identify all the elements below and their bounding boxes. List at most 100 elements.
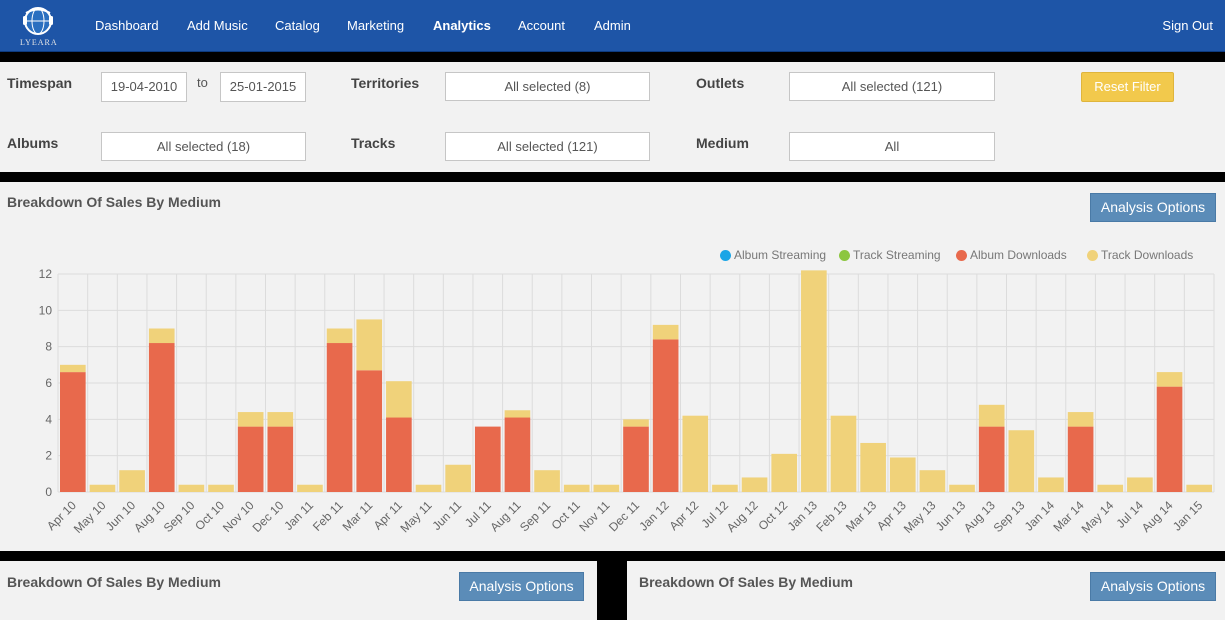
nav-marketing[interactable]: Marketing <box>347 18 405 33</box>
bar-segment <box>801 270 827 492</box>
sales-medium-panel-bottom-right: Breakdown Of Sales By Medium Analysis Op… <box>627 561 1225 620</box>
reset-filter-button[interactable]: Reset Filter <box>1081 72 1174 102</box>
y-tick-label: 0 <box>45 485 52 499</box>
x-tick-label: Sep 10 <box>161 498 198 535</box>
bar-segment <box>593 484 620 492</box>
y-tick-label: 2 <box>45 449 52 463</box>
x-tick-label: Jan 11 <box>281 498 316 533</box>
legend-track-downloads-swatch <box>1087 249 1098 261</box>
nav-account[interactable]: Account <box>518 18 565 33</box>
x-tick-label: Jan 13 <box>785 498 821 534</box>
nav-admin[interactable]: Admin <box>594 18 631 33</box>
bar-segment <box>267 426 294 492</box>
bar-segment <box>267 412 294 427</box>
bar-segment <box>712 484 738 492</box>
analysis-options-button[interactable]: Analysis Options <box>1090 572 1216 601</box>
panel-title: Breakdown Of Sales By Medium <box>7 574 221 590</box>
x-tick-label: Jan 14 <box>1022 498 1058 534</box>
analysis-options-button[interactable]: Analysis Options <box>1090 193 1216 222</box>
bar-segment <box>1067 412 1094 427</box>
x-tick-label: Jan 15 <box>1170 498 1206 534</box>
bar-segment <box>860 442 886 492</box>
bar-segment <box>889 457 916 492</box>
x-tick-label: Nov 10 <box>220 498 257 535</box>
bar-segment <box>415 484 442 492</box>
x-tick-label: Dec 11 <box>606 498 642 534</box>
medium-select[interactable]: All <box>789 132 995 161</box>
brand-logo[interactable]: LYEARA <box>20 4 58 47</box>
nav-analytics[interactable]: Analytics <box>433 18 491 33</box>
bar-segment <box>1067 426 1094 492</box>
bar-segment <box>178 484 205 492</box>
bar-segment <box>237 426 264 492</box>
tracks-select[interactable]: All selected (121) <box>445 132 650 161</box>
bar-segment <box>148 343 175 492</box>
bar-segment <box>1156 372 1183 387</box>
x-tick-label: Aug 12 <box>724 498 761 535</box>
nav-add-music[interactable]: Add Music <box>187 18 248 33</box>
x-tick-label: Aug 14 <box>1139 498 1176 535</box>
legend-album-downloads-swatch <box>956 249 967 261</box>
y-tick-label: 6 <box>45 376 52 390</box>
x-tick-label: Feb 13 <box>813 498 850 535</box>
legend-track-streaming-swatch <box>839 249 850 261</box>
nav-dashboard[interactable]: Dashboard <box>95 18 159 33</box>
bar-segment <box>60 364 86 373</box>
legend-album-streaming-label: Album Streaming <box>734 248 827 262</box>
legend-album-streaming[interactable]: Album Streaming <box>720 248 826 262</box>
top-navbar: LYEARA Dashboard Add Music Catalog Marke… <box>0 0 1225 52</box>
albums-select[interactable]: All selected (18) <box>101 132 306 161</box>
y-tick-label: 4 <box>45 412 52 426</box>
bar-segment <box>652 324 679 340</box>
nav-catalog[interactable]: Catalog <box>275 18 320 33</box>
legend-album-downloads-label: Album Downloads <box>970 248 1067 262</box>
x-tick-label: May 14 <box>1079 498 1117 536</box>
x-tick-label: Feb 11 <box>310 498 346 534</box>
legend-album-streaming-swatch <box>720 249 731 261</box>
bar-segment <box>386 417 412 492</box>
bar-segment <box>830 415 857 492</box>
medium-label: Medium <box>696 135 749 151</box>
bar-segment <box>1038 477 1064 492</box>
x-tick-label: May 10 <box>71 498 109 536</box>
bar-segment <box>978 404 1005 427</box>
globe-logo-icon <box>23 7 53 35</box>
y-tick-label: 8 <box>45 340 52 354</box>
x-tick-label: Aug 10 <box>131 498 168 535</box>
bar-segment <box>978 426 1005 492</box>
bar-segment <box>652 339 679 492</box>
timespan-from-input[interactable]: 19-04-2010 <box>101 72 187 102</box>
bar-segment <box>623 419 649 427</box>
outlets-select[interactable]: All selected (121) <box>789 72 995 101</box>
timespan-to-input[interactable]: 25-01-2015 <box>220 72 306 102</box>
legend-album-downloads[interactable]: Album Downloads <box>956 248 1067 262</box>
bar-segment <box>1156 386 1183 492</box>
legend-track-downloads[interactable]: Track Downloads <box>1087 248 1193 262</box>
x-tick-label: Aug 13 <box>961 498 998 535</box>
legend-track-downloads-label: Track Downloads <box>1101 248 1194 262</box>
timespan-label: Timespan <box>7 75 73 91</box>
outlets-label: Outlets <box>696 75 745 91</box>
x-tick-label: May 11 <box>398 498 435 535</box>
sign-out-link[interactable]: Sign Out <box>1162 18 1213 33</box>
bar-segment <box>1097 484 1124 492</box>
territories-select[interactable]: All selected (8) <box>445 72 650 101</box>
bar-segment <box>1008 430 1035 492</box>
sales-medium-panel-bottom-left: Breakdown Of Sales By Medium Analysis Op… <box>0 561 597 620</box>
bar-segment <box>208 484 234 492</box>
bar-segment <box>949 484 975 492</box>
bar-segment <box>356 370 383 492</box>
bar-segment <box>741 477 768 492</box>
x-tick-label: Mar 13 <box>843 498 880 535</box>
analysis-options-button[interactable]: Analysis Options <box>459 572 584 601</box>
filter-panel: Timespan 19-04-2010 to 25-01-2015 Territ… <box>0 62 1225 172</box>
timespan-to-label: to <box>197 75 208 90</box>
legend-track-streaming[interactable]: Track Streaming <box>839 248 941 262</box>
x-tick-label: Apr 12 <box>667 498 702 533</box>
bar-segment <box>1127 477 1153 492</box>
x-tick-label: Aug 11 <box>487 498 523 534</box>
albums-label: Albums <box>7 135 59 151</box>
bar-segment <box>356 319 383 371</box>
bar-segment <box>445 464 471 492</box>
logo-wordmark: LYEARA <box>20 38 58 47</box>
